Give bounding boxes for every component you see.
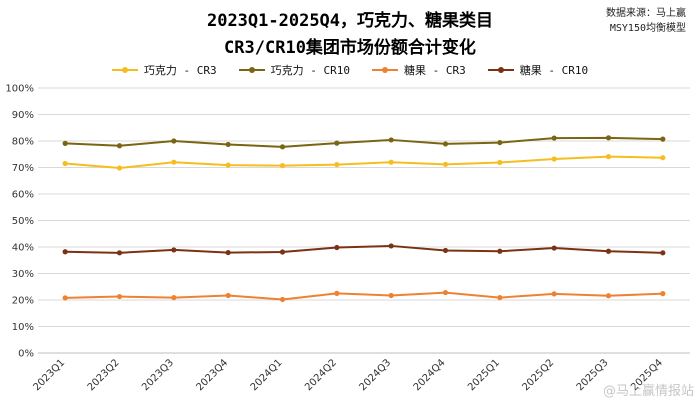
data-point [660, 136, 666, 142]
x-tick-label: 2025Q2 [520, 357, 556, 393]
series-line [65, 136, 663, 148]
data-source: 数据来源：马上赢 MSY150均衡模型 [606, 6, 686, 36]
data-point [334, 290, 340, 296]
data-point [334, 140, 340, 146]
data-point [279, 249, 286, 255]
data-point [605, 135, 612, 141]
x-tick-label: 2025Q1 [466, 357, 502, 393]
y-tick-label: 40% [12, 243, 34, 254]
data-point [388, 292, 394, 299]
data-point [497, 159, 503, 166]
data-point [551, 135, 557, 141]
data-point [388, 243, 394, 249]
data-point [171, 159, 177, 165]
chart-legend: 巧克力 - CR3 巧克力 - CR10 糖果 - CR3 糖果 - CR10 [0, 62, 700, 78]
data-point [279, 296, 286, 303]
data-point [660, 155, 666, 161]
data-point [225, 292, 231, 299]
legend-label-choc-cr10: 巧克力 - CR10 [270, 64, 350, 77]
data-point [279, 144, 286, 150]
data-point [171, 247, 177, 253]
y-tick-label: 10% [12, 322, 34, 333]
data-point [442, 161, 449, 167]
x-tick-label: 2024Q1 [249, 357, 285, 393]
y-tick-label: 70% [12, 163, 34, 174]
y-tick-label: 60% [12, 190, 34, 201]
data-point [388, 159, 394, 165]
legend-label-candy-cr3: 糖果 - CR3 [404, 64, 466, 77]
y-tick-label: 80% [12, 137, 34, 148]
data-point [171, 138, 177, 144]
data-point [225, 162, 231, 168]
data-point [660, 291, 666, 297]
data-point [660, 250, 666, 256]
x-tick-label: 2024Q2 [303, 357, 339, 393]
x-tick-label: 2023Q4 [194, 357, 230, 393]
chart-title-line2: CR3/CR10集团市场份额合计变化 [224, 38, 476, 58]
series-line [65, 291, 663, 301]
data-point [62, 295, 68, 301]
source-line2: MSY150均衡模型 [609, 23, 686, 34]
legend-item-candy-cr3: 糖果 - CR3 [372, 62, 466, 78]
data-point [225, 249, 231, 256]
y-tick-label: 30% [12, 269, 34, 280]
data-point [116, 293, 123, 300]
legend-swatch-candy-cr10 [487, 67, 514, 73]
data-point [497, 295, 503, 301]
data-point [551, 291, 557, 297]
y-tick-label: 90% [12, 110, 34, 121]
watermark: @马上赢情报站 [602, 384, 694, 399]
data-point [62, 140, 68, 146]
data-point [605, 154, 612, 160]
x-tick-label: 2024Q4 [412, 357, 448, 393]
legend-swatch-choc-cr10 [238, 67, 265, 73]
data-point [116, 250, 123, 256]
data-point [551, 156, 557, 162]
y-tick-label: 100% [5, 84, 34, 95]
legend-swatch-candy-cr3 [372, 67, 398, 73]
data-point [334, 161, 340, 168]
legend-item-choc-cr10: 巧克力 - CR10 [238, 62, 350, 78]
x-tick-label: 2023Q3 [140, 357, 176, 393]
chart-title-line1: 2023Q1-2025Q4，巧克力、糖果类目 [206, 11, 494, 31]
x-tick-label: 2023Q1 [31, 357, 67, 393]
data-point [62, 160, 68, 167]
y-tick-label: 50% [12, 216, 34, 227]
data-point [171, 295, 177, 301]
data-point [551, 245, 557, 251]
data-point [279, 163, 286, 169]
data-point [388, 137, 394, 143]
series-line [65, 155, 663, 170]
legend-item-choc-cr3: 巧克力 - CR3 [111, 62, 217, 78]
y-tick-label: 0% [18, 349, 34, 360]
legend-item-candy-cr10: 糖果 - CR10 [487, 62, 589, 78]
legend-label-candy-cr10: 糖果 - CR10 [519, 64, 589, 77]
data-point [442, 141, 449, 147]
legend-swatch-choc-cr3 [111, 67, 138, 73]
x-tick-label: 2023Q2 [86, 357, 122, 393]
data-point [225, 141, 231, 148]
data-point [442, 289, 449, 296]
data-point [442, 247, 449, 254]
y-tick-label: 20% [12, 296, 34, 307]
data-point [116, 143, 123, 149]
source-line1: 数据来源：马上赢 [606, 8, 686, 19]
data-point [497, 139, 503, 146]
data-point [605, 293, 612, 299]
series-line [65, 244, 663, 254]
x-tick-label: 2024Q3 [357, 357, 393, 393]
data-point [334, 244, 340, 251]
data-point [497, 248, 503, 254]
legend-label-choc-cr3: 巧克力 - CR3 [143, 64, 217, 77]
data-point [62, 249, 68, 255]
data-point [116, 165, 123, 171]
data-point [605, 248, 612, 254]
